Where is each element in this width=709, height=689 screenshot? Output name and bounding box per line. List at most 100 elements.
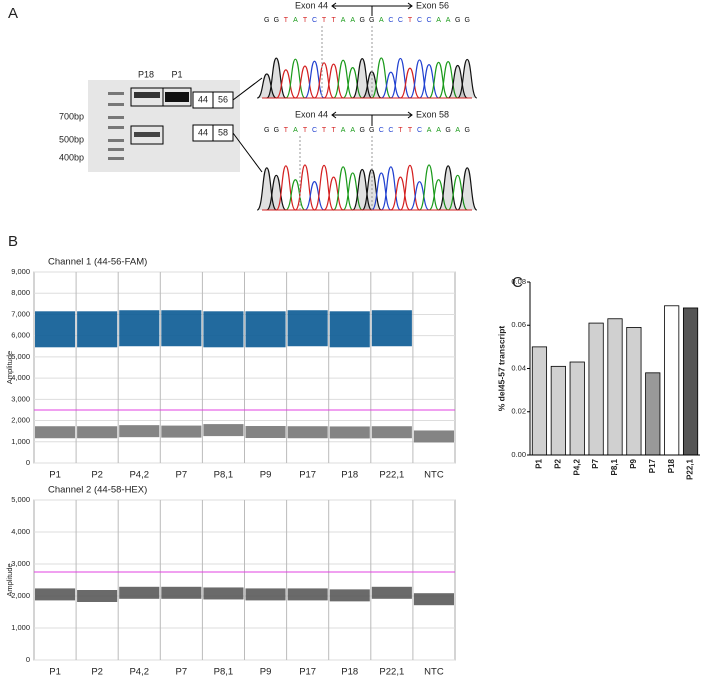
bar	[569, 361, 585, 456]
droplet-cluster	[203, 587, 244, 600]
base-letter: G	[264, 127, 269, 134]
chart-title: Channel 1 (44-56-FAM)	[48, 257, 147, 268]
droplet-cluster	[371, 310, 412, 347]
exon-label: 56	[218, 94, 228, 104]
trace-peak	[400, 67, 420, 99]
x-tick-label: P9	[260, 667, 272, 678]
base-letter: A	[350, 17, 355, 24]
base-letter: G	[445, 127, 450, 134]
base-letter: G	[264, 17, 269, 24]
y-tick-label: 2,000	[11, 591, 30, 600]
base-letter: G	[465, 127, 470, 134]
droplet-cluster	[371, 586, 412, 599]
base-letter: A	[455, 127, 460, 134]
y-tick-label: 4,000	[11, 373, 30, 382]
base-letter: A	[427, 127, 432, 134]
y-tick-label: 9,000	[11, 267, 30, 276]
y-axis-label: % del45-57 transcript	[496, 326, 506, 412]
y-tick-label: 0.06	[511, 320, 526, 329]
base-letter: A	[293, 127, 298, 134]
trace-peak	[438, 61, 459, 99]
marker-label: 400bp	[59, 152, 84, 162]
base-letter: C	[417, 17, 422, 24]
droplet-cluster	[119, 310, 160, 347]
trace-peak	[409, 59, 430, 99]
base-letter: T	[303, 127, 308, 134]
trace-peak	[295, 65, 315, 99]
bar	[645, 372, 661, 456]
droplet-cluster	[245, 426, 286, 439]
trace-peak	[276, 69, 296, 99]
x-tick-label: NTC	[424, 667, 444, 678]
y-tick-label: 0.08	[511, 277, 526, 286]
y-tick-label: 1,000	[11, 623, 30, 632]
trace-peak	[294, 164, 316, 211]
exon-name: Exon 44	[295, 0, 328, 10]
gel-bands	[108, 92, 189, 160]
x-tick-label: P17	[299, 470, 316, 481]
trace-peak	[418, 64, 440, 99]
base-letter: A	[350, 127, 355, 134]
trace-peak	[371, 172, 392, 211]
trace-peak	[304, 181, 325, 211]
trace-peak	[285, 58, 306, 99]
trace-peak	[399, 164, 421, 211]
base-letter: G	[360, 127, 365, 134]
x-tick-label: NTC	[424, 470, 444, 481]
y-tick-label: 0	[26, 655, 30, 664]
bar	[607, 318, 623, 456]
base-letter: G	[360, 17, 365, 24]
base-letter: G	[274, 127, 279, 134]
trace-peak	[342, 67, 363, 99]
x-tick-label: P17	[299, 667, 316, 678]
trace-peak	[381, 71, 401, 99]
trace-peak	[447, 174, 468, 211]
droplet-cluster	[77, 426, 118, 439]
x-tick-label: P22,1	[379, 667, 404, 678]
x-tick-label: P4,2	[129, 470, 149, 481]
x-tick-label: P1	[49, 470, 61, 481]
droplet-cluster	[35, 588, 76, 601]
trace-peak	[313, 164, 335, 211]
chart-title: Channel 2 (44-58-HEX)	[48, 485, 147, 496]
bar	[588, 322, 604, 456]
base-letter: G	[369, 127, 374, 134]
bar	[531, 346, 548, 456]
y-tick-label: 1,000	[11, 437, 30, 446]
y-tick-label: 0	[26, 458, 30, 467]
trace-peak	[428, 61, 449, 99]
y-tick-label: 5,000	[11, 352, 30, 361]
y-tick-label: 0.02	[511, 407, 526, 416]
trace-peak	[457, 58, 478, 99]
panel-label: C	[512, 274, 523, 291]
base-letter: T	[331, 127, 336, 134]
y-axis-label: Amplitude	[5, 563, 14, 596]
base-letter: G	[369, 17, 374, 24]
marker-label: 500bp	[59, 134, 84, 144]
trace-peak	[333, 59, 354, 99]
base-letter: C	[312, 17, 317, 24]
x-tick-label: P22,1	[379, 470, 404, 481]
base-letter: T	[322, 127, 327, 134]
droplet-cluster	[329, 426, 370, 439]
exon-name: Exon 58	[416, 109, 449, 119]
trace-peak	[304, 60, 325, 99]
base-letter: T	[284, 17, 289, 24]
trace-peak	[323, 176, 344, 211]
base-letter: G	[274, 17, 279, 24]
droplet-cluster	[287, 426, 328, 439]
trace-peak	[256, 73, 277, 99]
trace-peak	[342, 172, 363, 211]
droplet-cluster	[287, 310, 328, 347]
x-tick-label: P1	[535, 458, 544, 468]
bar	[550, 365, 566, 456]
base-letter: T	[331, 17, 336, 24]
x-tick-label: P8,1	[214, 667, 234, 678]
droplet-cluster	[329, 589, 370, 602]
y-tick-label: 0.04	[511, 363, 526, 372]
x-tick-label: P8,1	[610, 458, 619, 475]
y-tick-label: 5,000	[11, 495, 30, 504]
x-tick-label: P18	[341, 470, 358, 481]
base-letter: C	[379, 127, 384, 134]
base-letter: A	[379, 17, 384, 24]
